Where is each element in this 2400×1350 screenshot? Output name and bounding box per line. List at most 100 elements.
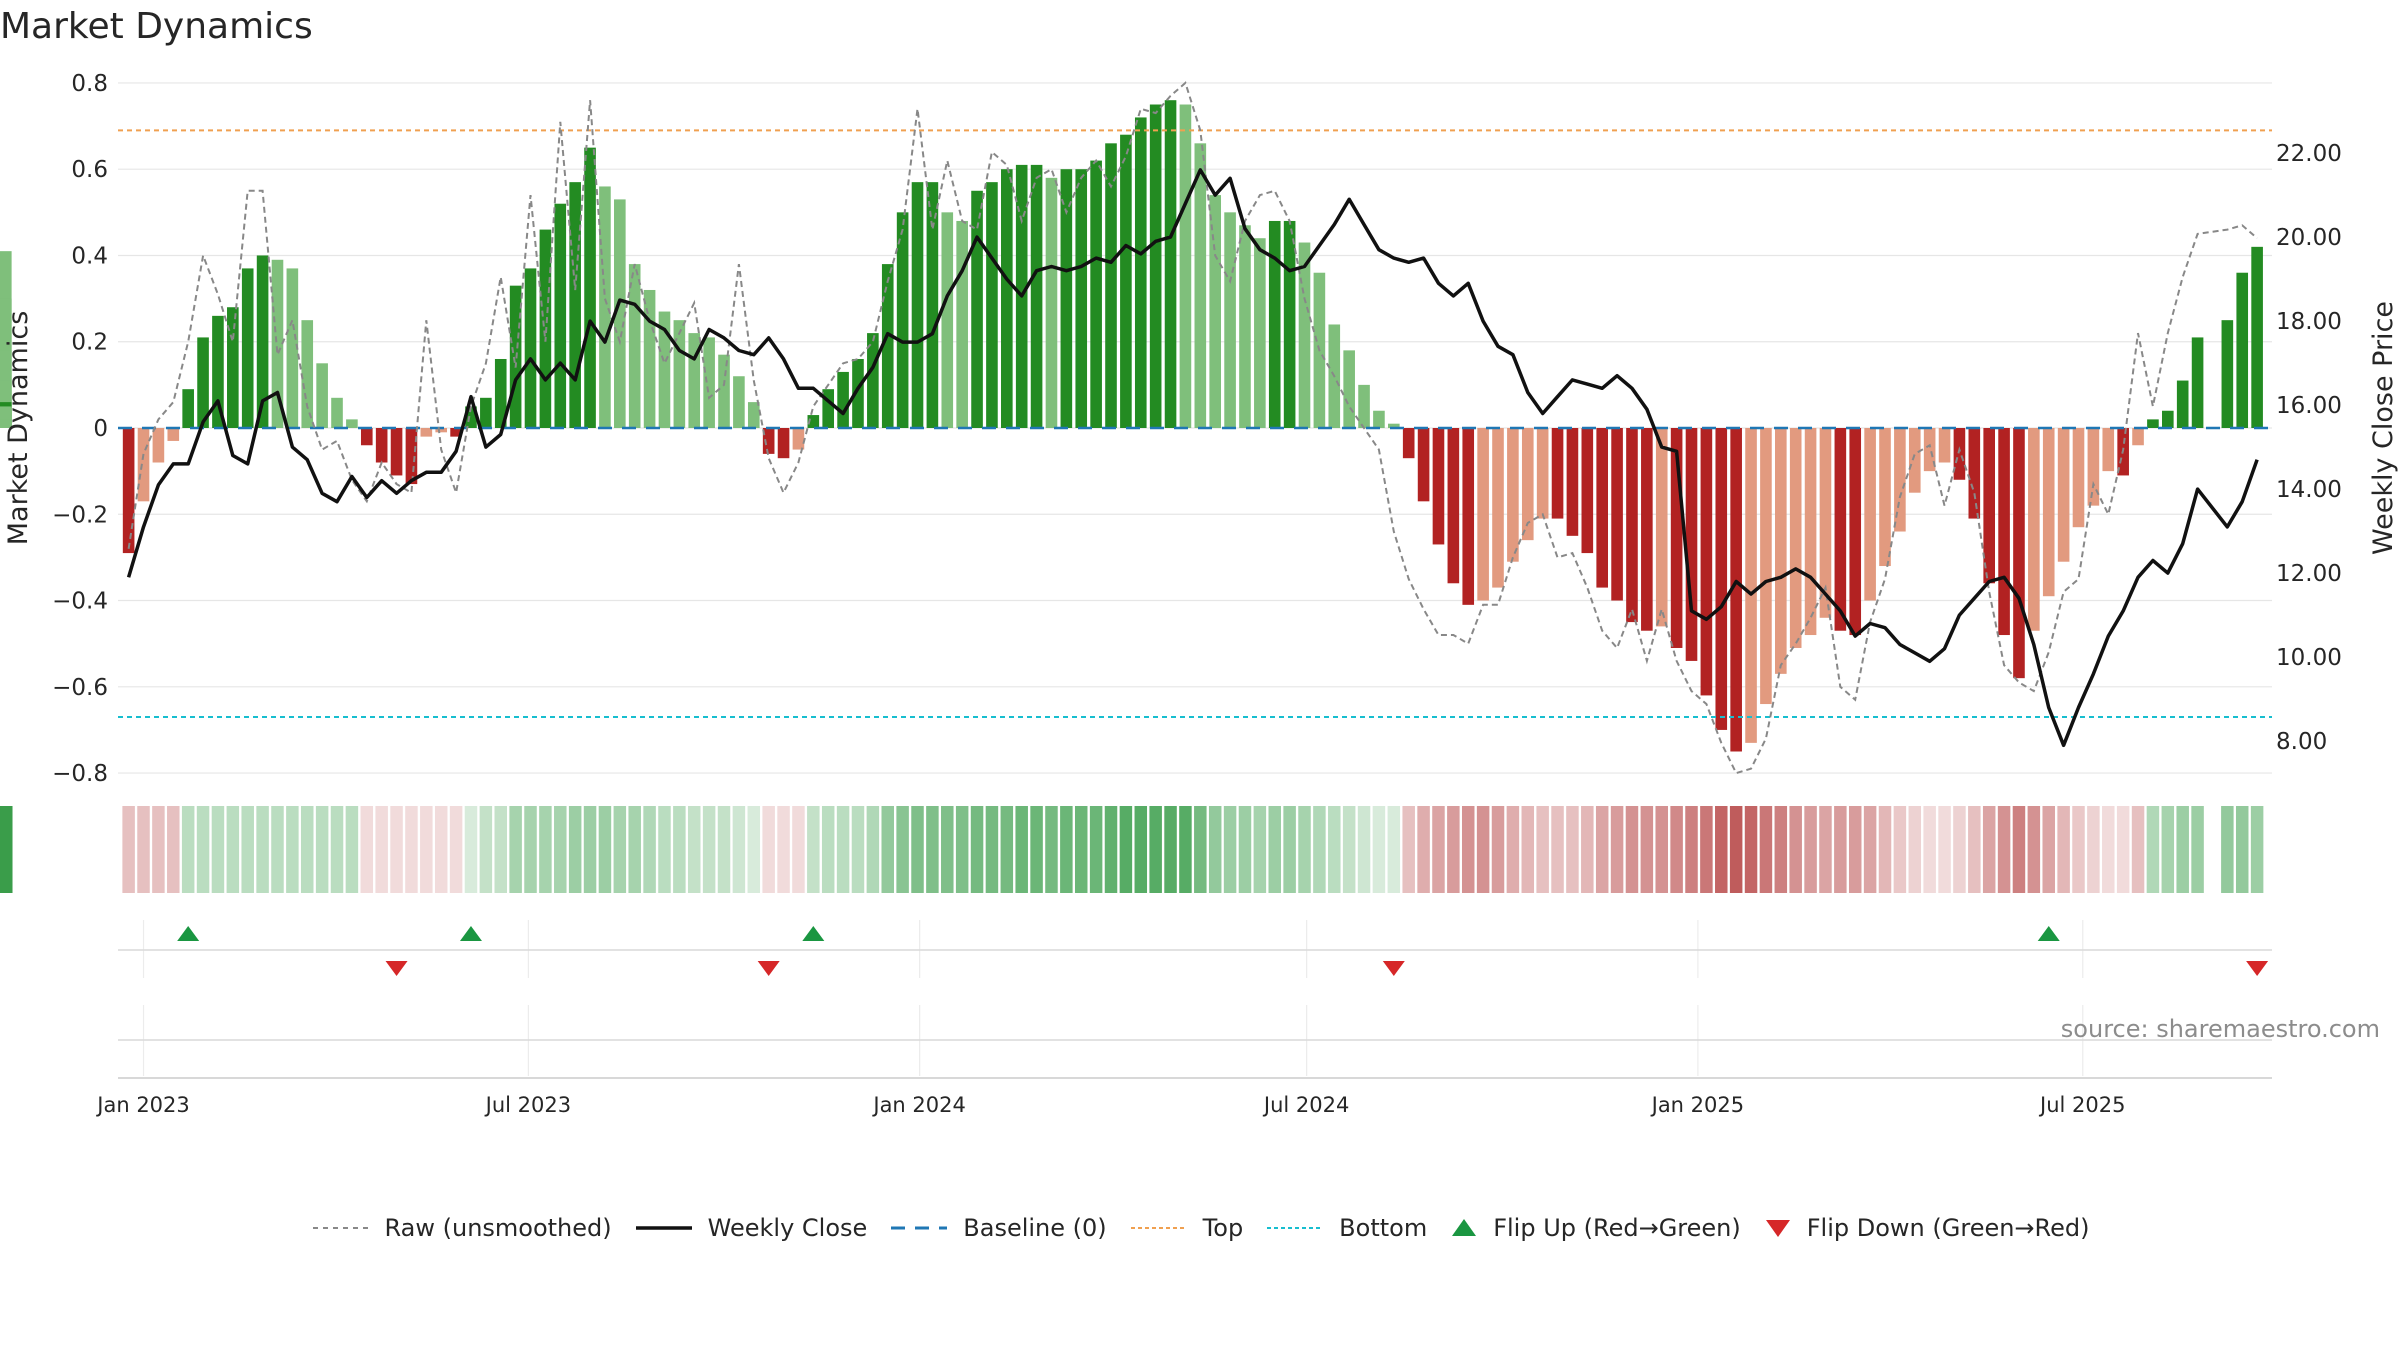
regime-cell — [1164, 806, 1177, 893]
legend-label-flip-up: Flip Up (Red→Green) — [1493, 1214, 1741, 1242]
dynamics-bar — [1700, 428, 1713, 696]
x-tick-label: Jul 2023 — [484, 1093, 571, 1117]
regime-cell — [0, 806, 13, 893]
regime-cell — [524, 806, 537, 893]
x-tick-label: Jul 2025 — [2038, 1093, 2125, 1117]
dynamics-bar — [0, 419, 12, 428]
regime-cell — [375, 806, 388, 893]
regime-cell — [1060, 806, 1073, 893]
dynamics-bar — [1254, 238, 1266, 428]
regime-cell — [1848, 806, 1862, 893]
dynamics-bar — [375, 428, 388, 463]
regime-cell — [330, 806, 344, 893]
regime-cell — [420, 806, 433, 893]
regime-cell — [1179, 806, 1192, 893]
regime-cell — [1536, 806, 1549, 893]
regime-cell — [673, 806, 686, 893]
regime-cell — [1685, 806, 1698, 893]
dynamics-bar — [569, 182, 581, 428]
regime-cell — [152, 806, 165, 893]
dynamics-bar — [1477, 428, 1489, 601]
regime-cell — [1357, 806, 1371, 893]
legend-label-baseline: Baseline (0) — [963, 1214, 1107, 1242]
dynamics-bar — [1626, 428, 1638, 623]
dynamics-bar — [390, 428, 403, 476]
regime-cell — [1923, 806, 1936, 893]
dynamics-bar — [1030, 164, 1043, 428]
dynamics-bar — [2191, 337, 2204, 428]
dynamics-bar — [1447, 428, 1460, 584]
regime-cell — [1491, 806, 1505, 893]
weekly-close-line — [126, 168, 2259, 748]
dynamics-bar — [465, 406, 477, 428]
dynamics-bar — [1804, 428, 1817, 636]
legend-item-flip-up: Flip Up (Red→Green) — [1449, 1214, 1741, 1242]
dynamics-bar — [2102, 428, 2115, 472]
y2-tick-label: 20.00 — [2276, 225, 2342, 251]
green-up-triangle-icon — [1452, 1219, 1477, 1236]
regime-cell — [568, 806, 582, 893]
regime-cell — [1968, 806, 1981, 893]
regime-cell — [747, 806, 761, 893]
regime-cell — [1640, 806, 1654, 893]
dynamics-bar — [1492, 428, 1504, 588]
x-tick-label: Jul 2024 — [1262, 1093, 1349, 1117]
dynamics-bar — [360, 428, 373, 446]
y-tick-label: −0.8 — [52, 761, 108, 787]
dynamics-bar — [852, 358, 864, 428]
dynamics-bar — [747, 402, 760, 428]
regime-cell — [1342, 806, 1356, 893]
regime-cell — [464, 806, 478, 893]
x-tick-label: Jan 2025 — [1650, 1093, 1745, 1117]
flip-down-marker — [385, 961, 408, 976]
regime-cell — [1863, 806, 1877, 893]
dynamics-bar — [122, 428, 135, 554]
dynamics-bar — [2147, 419, 2159, 428]
regime-cell — [1804, 806, 1817, 893]
dynamics-bar — [286, 268, 299, 428]
dynamics-bar — [1075, 169, 1088, 428]
regime-cell — [479, 806, 493, 893]
dynamics-bar — [1864, 428, 1876, 601]
dynamics-bar — [1819, 428, 1832, 618]
dynamics-bar — [1670, 428, 1683, 648]
regime-cell — [2057, 806, 2070, 893]
regime-cell — [2072, 806, 2085, 893]
dynamics-bar — [1849, 428, 1862, 636]
dynamics-bar — [1894, 428, 1906, 532]
regime-cell — [2102, 806, 2115, 893]
y2-axis-title: Weekly Close Price — [2368, 301, 2399, 555]
regime-cell — [1834, 806, 1847, 893]
regime-cell — [687, 806, 701, 893]
regime-cell — [1208, 806, 1222, 893]
dynamics-bar — [1536, 428, 1549, 519]
regime-cell — [494, 806, 507, 893]
regime-cell — [1729, 806, 1743, 893]
regime-cell — [643, 806, 656, 893]
regime-strip — [0, 806, 2264, 893]
dynamics-bar — [762, 428, 775, 454]
dynamics-bar — [658, 311, 671, 428]
dynamics-bar — [1715, 428, 1728, 730]
raw-series-line — [127, 81, 2258, 775]
y-tick-label: 0.2 — [71, 330, 108, 356]
regime-cell — [1461, 806, 1475, 893]
legend-item-flip-down: Flip Down (Green→Red) — [1763, 1214, 2090, 1242]
y2-tick-label: 8.00 — [2276, 729, 2327, 755]
regime-cell — [539, 806, 552, 893]
y-tick-label: −0.2 — [52, 502, 108, 528]
regime-cell — [271, 806, 284, 893]
regime-cell — [256, 806, 269, 893]
regime-cell — [1938, 806, 1951, 893]
regime-cell — [1878, 806, 1892, 893]
regime-cell — [2116, 806, 2130, 893]
regime-cell — [911, 806, 924, 893]
regime-cell — [1119, 806, 1133, 893]
dynamics-bar — [2162, 410, 2174, 428]
regime-cell — [851, 806, 865, 893]
regime-cell — [1997, 806, 2011, 893]
dynamics-bar — [256, 255, 269, 428]
regime-cell — [1238, 806, 1252, 893]
regime-cell — [1625, 806, 1639, 893]
